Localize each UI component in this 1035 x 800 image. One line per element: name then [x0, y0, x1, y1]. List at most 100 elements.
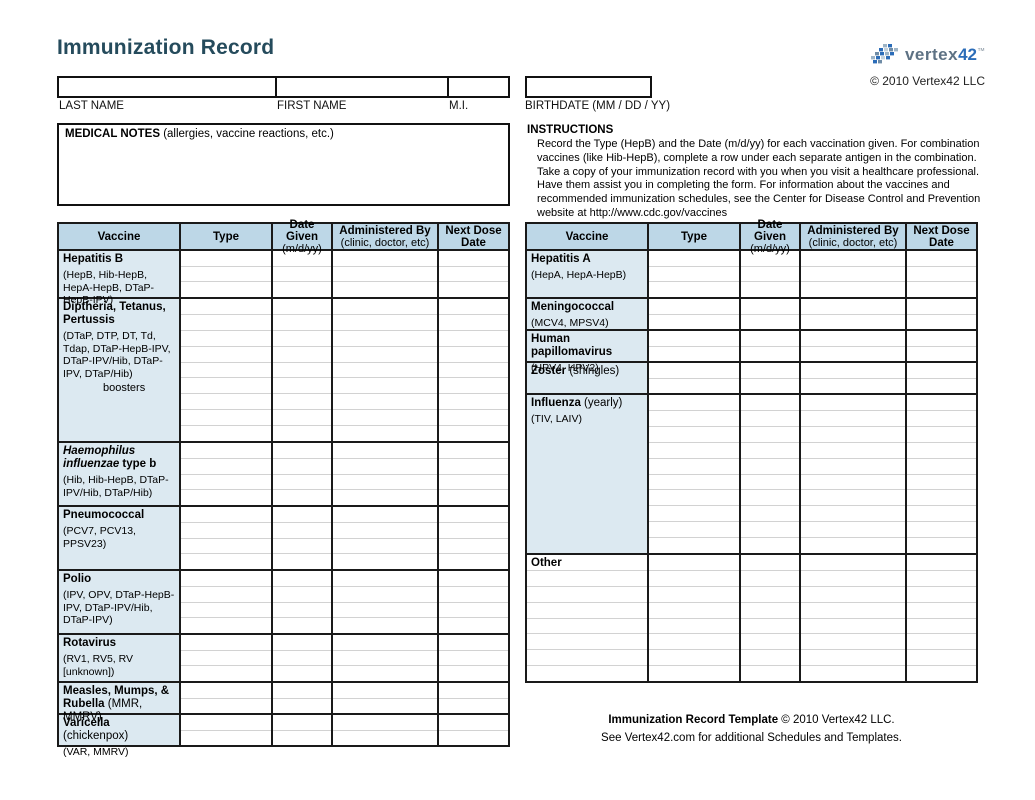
record-cell[interactable]	[741, 251, 799, 267]
record-cell[interactable]	[439, 523, 508, 539]
record-cell[interactable]	[741, 331, 799, 347]
record-cell[interactable]	[181, 715, 271, 731]
record-cell[interactable]	[649, 587, 739, 603]
record-cell[interactable]	[273, 539, 331, 555]
record-cell[interactable]	[273, 666, 331, 681]
record-cell[interactable]	[801, 443, 905, 459]
record-cell[interactable]	[181, 618, 271, 633]
record-cell[interactable]	[649, 650, 739, 667]
record-cell[interactable]	[801, 571, 905, 587]
record-cell[interactable]	[181, 363, 271, 379]
record-cell[interactable]	[181, 539, 271, 555]
record-cell[interactable]	[333, 459, 437, 475]
record-cell[interactable]	[801, 603, 905, 619]
record-cell[interactable]	[181, 666, 271, 681]
record-cell[interactable]	[801, 315, 905, 330]
record-cell[interactable]	[181, 651, 271, 667]
record-cell[interactable]	[439, 603, 508, 619]
record-cell[interactable]	[181, 603, 271, 619]
record-cell[interactable]	[741, 363, 799, 379]
record-cell[interactable]	[801, 506, 905, 523]
record-cell[interactable]	[181, 683, 271, 699]
record-cell[interactable]	[907, 395, 976, 411]
record-cell[interactable]	[649, 443, 739, 459]
record-cell[interactable]	[181, 571, 271, 587]
record-cell[interactable]	[273, 635, 331, 651]
record-cell[interactable]	[181, 315, 271, 331]
record-cell[interactable]	[741, 443, 799, 459]
record-cell[interactable]	[907, 411, 976, 427]
record-cell[interactable]	[273, 347, 331, 363]
record-cell[interactable]	[181, 554, 271, 569]
record-cell[interactable]	[181, 699, 271, 714]
record-cell[interactable]	[439, 315, 508, 331]
record-cell[interactable]	[801, 347, 905, 362]
record-cell[interactable]	[741, 315, 799, 330]
record-cell[interactable]	[907, 282, 976, 297]
record-cell[interactable]	[273, 443, 331, 459]
record-cell[interactable]	[907, 251, 976, 267]
record-cell[interactable]	[439, 331, 508, 347]
record-cell[interactable]	[439, 539, 508, 555]
record-cell[interactable]	[273, 571, 331, 587]
record-cell[interactable]	[439, 635, 508, 651]
record-cell[interactable]	[439, 699, 508, 714]
record-cell[interactable]	[907, 347, 976, 362]
record-cell[interactable]	[439, 426, 508, 441]
record-cell[interactable]	[273, 267, 331, 283]
record-cell[interactable]	[801, 538, 905, 553]
record-cell[interactable]	[907, 587, 976, 603]
record-cell[interactable]	[741, 267, 799, 283]
record-cell[interactable]	[439, 571, 508, 587]
record-cell[interactable]	[801, 619, 905, 635]
record-cell[interactable]	[907, 267, 976, 283]
record-cell[interactable]	[333, 363, 437, 379]
record-cell[interactable]	[333, 507, 437, 523]
record-cell[interactable]	[273, 587, 331, 603]
middle-initial-field[interactable]	[447, 78, 508, 96]
record-cell[interactable]	[801, 490, 905, 507]
record-cell[interactable]	[181, 731, 271, 746]
birthdate-field[interactable]	[525, 76, 652, 98]
record-cell[interactable]	[907, 315, 976, 330]
record-cell[interactable]	[273, 618, 331, 633]
record-cell[interactable]	[649, 490, 739, 507]
record-cell[interactable]	[907, 427, 976, 443]
record-cell[interactable]	[333, 282, 437, 297]
record-cell[interactable]	[649, 251, 739, 267]
record-cell[interactable]	[741, 506, 799, 523]
record-cell[interactable]	[741, 538, 799, 553]
record-cell[interactable]	[273, 731, 331, 746]
record-cell[interactable]	[273, 715, 331, 731]
record-cell[interactable]	[801, 555, 905, 571]
record-cell[interactable]	[649, 475, 739, 491]
record-cell[interactable]	[273, 651, 331, 667]
record-cell[interactable]	[649, 555, 739, 571]
record-cell[interactable]	[649, 411, 739, 427]
record-cell[interactable]	[439, 490, 508, 505]
record-cell[interactable]	[273, 459, 331, 475]
record-cell[interactable]	[181, 490, 271, 505]
record-cell[interactable]	[273, 315, 331, 331]
record-cell[interactable]	[741, 666, 799, 681]
record-cell[interactable]	[333, 683, 437, 699]
record-cell[interactable]	[333, 523, 437, 539]
record-cell[interactable]	[649, 506, 739, 523]
last-name-field[interactable]	[59, 78, 275, 96]
record-cell[interactable]	[801, 427, 905, 443]
record-cell[interactable]	[741, 299, 799, 315]
record-cell[interactable]	[801, 522, 905, 539]
record-cell[interactable]	[649, 666, 739, 681]
record-cell[interactable]	[649, 267, 739, 283]
record-cell[interactable]	[333, 299, 437, 315]
record-cell[interactable]	[741, 411, 799, 427]
record-cell[interactable]	[439, 410, 508, 427]
record-cell[interactable]	[741, 587, 799, 603]
record-cell[interactable]	[907, 299, 976, 315]
record-cell[interactable]	[273, 282, 331, 297]
record-cell[interactable]	[439, 459, 508, 475]
record-cell[interactable]	[741, 490, 799, 507]
record-cell[interactable]	[907, 490, 976, 507]
record-cell[interactable]	[181, 267, 271, 283]
record-cell[interactable]	[181, 587, 271, 603]
